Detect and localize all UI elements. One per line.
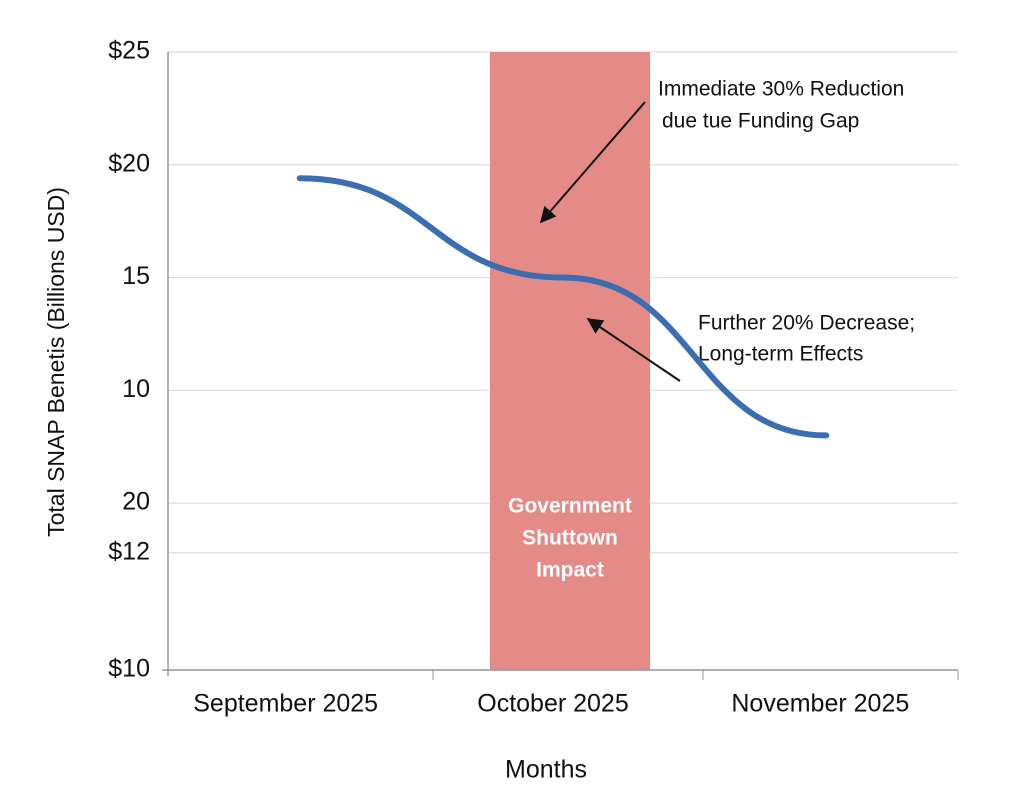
x-axis-label: Months [505,756,587,784]
region-label: Government [508,495,632,518]
annotation-arrow [539,101,646,224]
y-tick-label: $12 [108,537,150,565]
y-tick-label: $10 [108,655,150,683]
annotation: due tue Funding Gap [662,110,859,133]
y-axis-label: Total SNAP Benetis (Billions USD) [43,187,69,537]
y-tick-label: $20 [108,149,150,177]
data-line [296,175,830,439]
x-tick-label: November 2025 [731,690,909,718]
region-label: Impact [536,559,604,582]
x-ticks [432,670,959,680]
region-label: Shuttown [522,527,618,550]
x-tick-label: October 2025 [477,690,629,718]
x-tick-label: September 2025 [193,690,378,718]
y-tick-label: 15 [122,262,150,290]
shutdown-region [490,52,650,670]
annotation: Long-term Effects [698,343,863,366]
annotation: Immediate 30% Reduction [658,78,904,101]
y-tick-label: 10 [122,375,150,403]
y-tick-label: $25 [108,37,150,65]
annotation: Further 20% Decrease; [698,312,915,335]
y-tick-label: 20 [122,488,150,516]
annotation-arrow [586,318,681,382]
